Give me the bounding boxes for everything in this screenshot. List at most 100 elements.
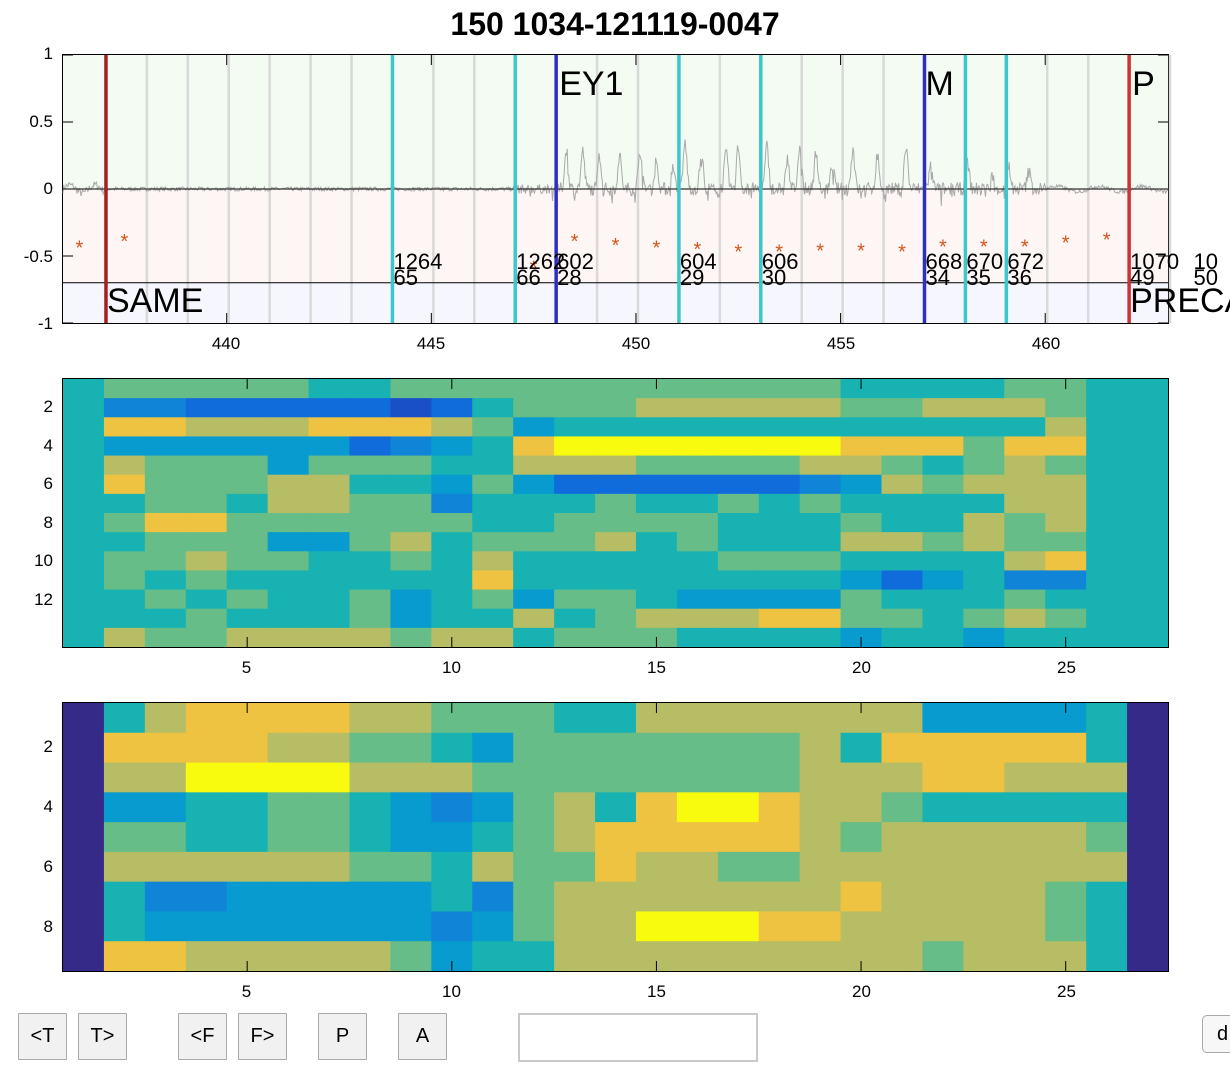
- heatmap2-axes[interactable]: [62, 702, 1169, 972]
- heatmap-cell: [308, 911, 351, 942]
- heatmap-cell: [799, 792, 842, 823]
- heatmap-cell: [799, 911, 842, 942]
- heatmap-cell: [799, 851, 842, 883]
- heatmap-cell: [922, 436, 964, 457]
- heatmap-cell: [799, 941, 842, 971]
- heatmap-cell: [676, 851, 719, 883]
- heatmap-cell: [717, 455, 760, 476]
- heatmap-cell: [963, 532, 1005, 552]
- edge-button[interactable]: d: [1202, 1015, 1230, 1053]
- prev-f-button[interactable]: <F: [178, 1013, 227, 1060]
- number-label: 28: [557, 265, 581, 290]
- heatmap-cell: [308, 627, 351, 647]
- upper-label: M: [925, 65, 953, 103]
- heatmap-cell: [144, 532, 187, 552]
- heatmap-cell: [1004, 627, 1046, 647]
- heatmap-cell: [1045, 762, 1087, 793]
- heatmap-cell: [513, 762, 555, 793]
- heatmap-cell: [676, 732, 719, 764]
- heatmap-cell: [554, 589, 596, 610]
- next-t-button[interactable]: T>: [78, 1013, 127, 1060]
- heatmap-cell: [1127, 762, 1168, 793]
- heatmap-cell: [185, 792, 228, 823]
- a-button[interactable]: A: [398, 1013, 447, 1060]
- heatmap-cell: [799, 474, 842, 495]
- heatmap-cell: [103, 379, 146, 399]
- heatmap-cell: [922, 851, 964, 883]
- heatmap-cell: [103, 493, 146, 514]
- heatmap-cell: [799, 822, 842, 853]
- heatmap-cell: [676, 792, 719, 823]
- heatmap-cell: [390, 881, 432, 913]
- heatmap-cell: [1086, 398, 1128, 418]
- heatmap-cell: [799, 762, 842, 793]
- heatmap-cell: [635, 398, 678, 418]
- command-input[interactable]: [518, 1013, 758, 1062]
- x-tick-label: 15: [647, 658, 666, 677]
- heatmap-cell: [472, 455, 514, 476]
- heatmap-cell: [103, 941, 146, 971]
- heatmap-cell: [922, 881, 964, 913]
- heatmap-cell: [799, 881, 842, 913]
- heatmap-cell: [472, 627, 514, 647]
- heatmap-cell: [922, 398, 964, 418]
- heatmap-cell: [963, 911, 1005, 942]
- next-f-button[interactable]: F>: [238, 1013, 287, 1060]
- heatmap-cell: [1045, 551, 1087, 572]
- heatmap-cell: [349, 627, 392, 647]
- heatmap-cell: [717, 493, 760, 514]
- heatmap-cell: [267, 822, 310, 853]
- heatmap-cell: [963, 513, 1005, 533]
- heatmap-cell: [349, 589, 392, 610]
- heatmap-cell: [349, 474, 392, 495]
- heatmap-cell: [840, 881, 883, 913]
- heatmap-cell: [226, 513, 269, 533]
- heatmap-cell: [881, 551, 924, 572]
- number-label: 1264: [393, 249, 442, 274]
- heatmap-cell: [554, 911, 596, 942]
- heatmap-cell: [840, 551, 883, 572]
- heatmap-cell: [840, 398, 883, 418]
- heatmap-cell: [144, 417, 187, 438]
- heatmap-cell: [799, 627, 842, 647]
- heatmap-cell: [1045, 608, 1087, 629]
- heatmap-cell: [595, 703, 637, 734]
- heatmap-cell: [758, 570, 801, 591]
- heatmap-cell: [963, 851, 1005, 883]
- number-label: 670: [966, 249, 1003, 274]
- x-tick-label: 15: [647, 982, 666, 1001]
- heatmap-cell: [799, 570, 842, 591]
- prev-t-button[interactable]: <T: [18, 1013, 67, 1060]
- heatmap-cell: [513, 532, 555, 552]
- heatmap-cell: [1086, 627, 1128, 647]
- heatmap-cell: [635, 608, 678, 629]
- number-label: 29: [680, 265, 704, 290]
- heatmap-cell: [1004, 589, 1046, 610]
- number-label: 34: [925, 265, 949, 290]
- heatmap-cell: [1004, 608, 1046, 629]
- heatmap-cell: [308, 762, 351, 793]
- heatmap-cell: [431, 474, 473, 495]
- heatmap-cell: [595, 822, 637, 853]
- heatmap-cell: [144, 551, 187, 572]
- heatmap-cell: [144, 627, 187, 647]
- heatmap-cell: [1045, 513, 1087, 533]
- y-tick-label: -0.5: [23, 246, 53, 266]
- heatmap-cell: [922, 589, 964, 610]
- heatmap-cell: [226, 455, 269, 476]
- heatmap-cell: [554, 703, 596, 734]
- heatmap-cell: [390, 732, 432, 764]
- heatmap-cell: [103, 436, 146, 457]
- heatmap-cell: [635, 732, 678, 764]
- p-button[interactable]: P: [318, 1013, 367, 1060]
- heatmap-cell: [63, 792, 105, 823]
- heatmap-cell: [554, 532, 596, 552]
- heatmap-cell: [717, 570, 760, 591]
- edge-button-label: d: [1217, 1022, 1229, 1045]
- heatmap-cell: [349, 762, 392, 793]
- heatmap-cell: [922, 551, 964, 572]
- heatmap-cell: [103, 513, 146, 533]
- heatmap-cell: [963, 436, 1005, 457]
- heatmap1-axes[interactable]: [62, 378, 1169, 648]
